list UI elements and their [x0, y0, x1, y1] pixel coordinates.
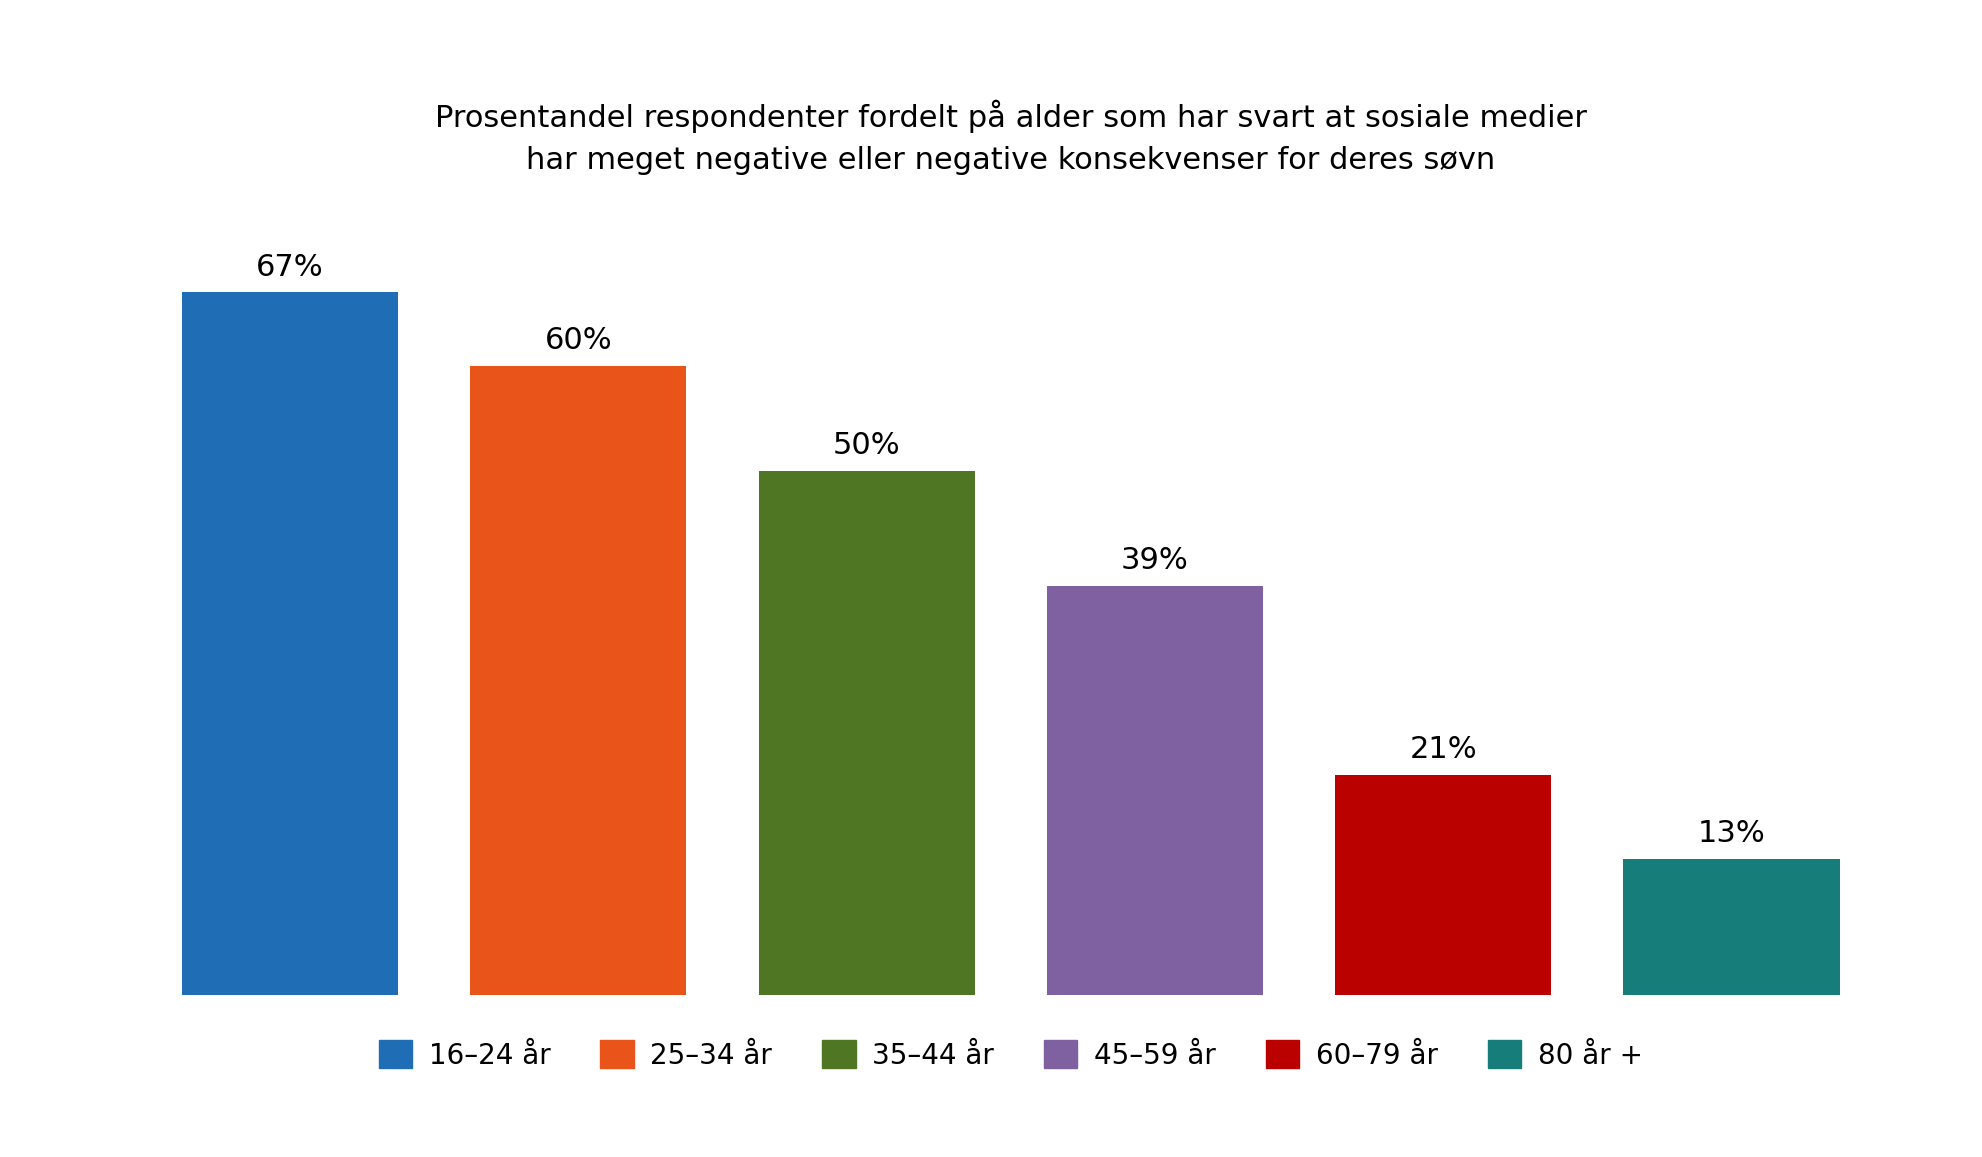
Bar [759, 471, 975, 995]
Text: 60%: 60% [545, 326, 612, 355]
Bar [470, 366, 686, 995]
Bar [1046, 585, 1263, 995]
Bar [1336, 775, 1552, 995]
Bar [182, 293, 398, 995]
Text: 39%: 39% [1122, 546, 1189, 575]
Text: 21%: 21% [1409, 735, 1477, 765]
Title: Prosentandel respondenter fordelt på alder som har svart at sosiale medier
har m: Prosentandel respondenter fordelt på ald… [434, 100, 1588, 176]
Text: 13%: 13% [1699, 819, 1766, 848]
Text: 67%: 67% [256, 252, 323, 281]
Legend: 16–24 år, 25–34 år, 35–44 år, 45–59 år, 60–79 år, 80 år +: 16–24 år, 25–34 år, 35–44 år, 45–59 år, … [365, 1026, 1657, 1083]
Text: 50%: 50% [832, 432, 900, 460]
Bar [1623, 858, 1839, 995]
